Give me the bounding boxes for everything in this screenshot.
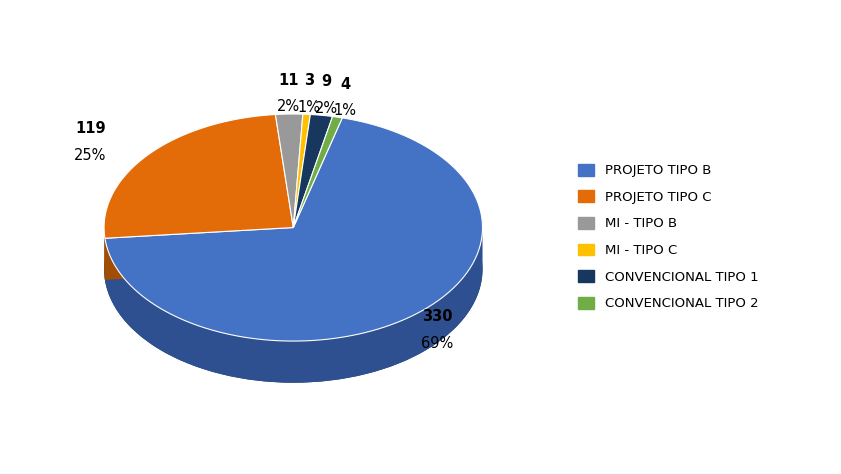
Text: 69%: 69% xyxy=(421,336,453,351)
Polygon shape xyxy=(294,114,332,228)
Polygon shape xyxy=(275,114,303,228)
Text: 9: 9 xyxy=(321,74,331,89)
Text: 330: 330 xyxy=(422,309,452,324)
Text: 3: 3 xyxy=(304,73,314,88)
Polygon shape xyxy=(105,228,483,383)
Polygon shape xyxy=(294,114,310,228)
Polygon shape xyxy=(104,115,294,238)
Text: 11: 11 xyxy=(278,73,299,88)
Legend: PROJETO TIPO B, PROJETO TIPO C, MI - TIPO B, MI - TIPO C, CONVENCIONAL TIPO 1, C: PROJETO TIPO B, PROJETO TIPO C, MI - TIP… xyxy=(579,164,759,310)
Text: 25%: 25% xyxy=(74,148,106,163)
Text: 1%: 1% xyxy=(298,100,320,115)
Ellipse shape xyxy=(104,155,483,383)
Text: 2%: 2% xyxy=(277,100,300,114)
Polygon shape xyxy=(105,118,483,341)
Polygon shape xyxy=(105,228,294,280)
Text: 119: 119 xyxy=(76,121,106,137)
Text: 1%: 1% xyxy=(334,103,357,118)
Text: 4: 4 xyxy=(341,76,351,91)
Text: 2%: 2% xyxy=(315,101,338,116)
Polygon shape xyxy=(105,228,294,280)
Polygon shape xyxy=(294,117,342,228)
